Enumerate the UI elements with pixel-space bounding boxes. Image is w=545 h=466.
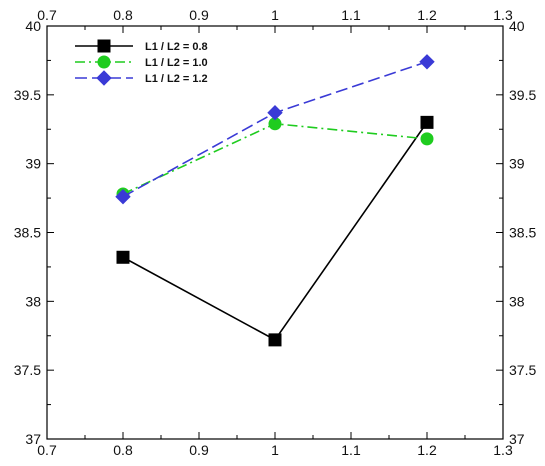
y-tick-label-right: 38 [509,293,525,309]
y-tick-label-right: 37 [509,431,525,447]
y-tick-label-right: 40 [509,18,525,34]
data-point [116,250,130,264]
axis-ticks: 0.70.70.80.80.90.9111.11.11.21.21.31.337… [14,7,537,458]
x-tick-label-bottom: 1.3 [493,442,513,458]
x-tick-label-top: 1.1 [341,7,361,23]
data-point [420,115,434,129]
x-tick-label-bottom: 0.9 [189,442,209,458]
series-group [115,54,435,347]
legend-item: L1 / L2 = 1.0 [75,55,208,69]
data-point [419,54,435,70]
y-tick-label-left: 40 [25,18,41,34]
x-tick-label-top: 0.8 [113,7,133,23]
legend-marker-swatch [97,39,111,53]
x-tick-label-bottom: 1.1 [341,442,361,458]
legend-label: L1 / L2 = 0.8 [145,41,208,53]
y-tick-label-left: 38.5 [14,225,41,241]
legend: L1 / L2 = 0.8 L1 / L2 = 1.0 L1 / L2 = 1.2 [75,39,208,86]
legend-label: L1 / L2 = 1.0 [145,57,208,69]
legend-marker-swatch [96,70,112,86]
legend-item: L1 / L2 = 1.2 [75,70,208,86]
legend-marker-swatch [97,55,111,69]
data-point [267,105,283,121]
legend-label: L1 / L2 = 1.2 [145,73,208,85]
y-tick-label-right: 37.5 [509,362,536,378]
y-tick-label-left: 39.5 [14,87,41,103]
x-tick-label-top: 0.7 [37,7,57,23]
series-line [122,121,428,341]
x-tick-label-top: 1.2 [417,7,437,23]
data-point [115,188,131,205]
data-point [268,333,282,347]
y-tick-label-right: 39.5 [509,87,536,103]
y-tick-label-left: 38 [25,293,41,309]
y-tick-label-right: 38.5 [509,225,536,241]
y-tick-label-left: 37.5 [14,362,41,378]
x-tick-label-bottom: 1.2 [417,442,437,458]
y-tick-label-left: 39 [25,156,41,172]
x-tick-label-bottom: 0.7 [37,442,57,458]
series-1 [116,115,434,347]
x-tick-label-bottom: 0.8 [113,442,133,458]
x-tick-label-top: 0.9 [189,7,209,23]
series-2 [116,117,434,201]
data-point [420,132,434,146]
y-tick-label-left: 37 [25,431,41,447]
x-tick-label-top: 1.3 [493,7,513,23]
x-tick-label-bottom: 1 [271,442,279,458]
legend-item: L1 / L2 = 0.8 [75,39,208,53]
series-line [122,122,428,195]
plot-frame [46,25,504,440]
series-3 [115,54,435,205]
x-tick-label-top: 1 [271,7,279,23]
y-tick-label-right: 39 [509,156,525,172]
